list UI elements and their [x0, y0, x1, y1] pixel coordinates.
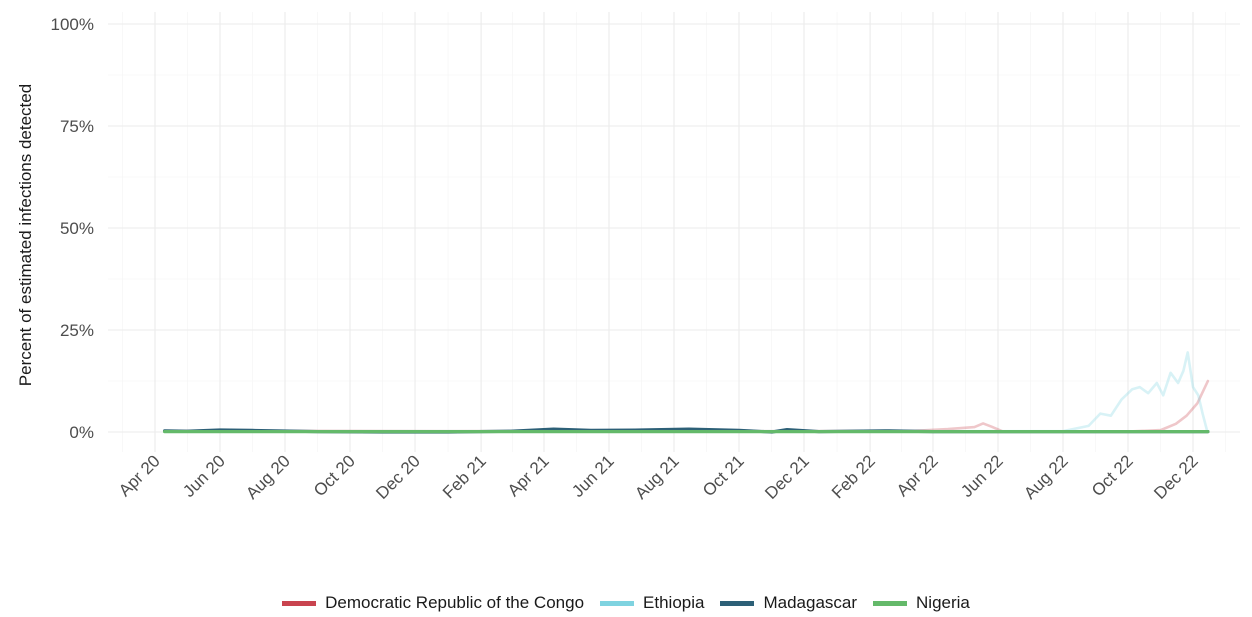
x-tick-label: Oct 20	[310, 451, 359, 500]
legend-key-swatch	[282, 600, 317, 606]
chart-legend: Democratic Republic of the Congo Ethiopia…	[0, 590, 1252, 616]
y-tick-label: 100%	[51, 15, 94, 34]
legend-key-swatch	[720, 600, 755, 606]
series-lines	[163, 351, 1210, 434]
legend-key-swatch	[600, 600, 635, 606]
legend-label: Democratic Republic of the Congo	[325, 593, 585, 612]
x-tick-label: Jun 22	[957, 451, 1007, 501]
legend-item: Nigeria	[873, 593, 970, 613]
series-line-democratic-republic-of-the-congo	[163, 379, 1210, 433]
legend-label: Ethiopia	[643, 593, 705, 612]
legend-key-swatch	[873, 600, 908, 606]
x-tick-label: Apr 22	[893, 451, 942, 500]
x-tick-label: Aug 21	[631, 451, 683, 503]
minor-gridlines	[108, 12, 1240, 452]
major-gridlines	[108, 12, 1240, 452]
y-axis: 0% 25% 50% 75% 100%	[51, 15, 94, 442]
x-tick-label: Feb 22	[828, 451, 879, 502]
x-axis: Apr 20 Jun 20 Aug 20 Oct 20 Dec 20 Feb 21 Apr …	[115, 451, 1202, 503]
y-tick-label: 75%	[60, 117, 94, 136]
x-tick-label: Feb 21	[439, 451, 490, 502]
legend-label: Nigeria	[916, 593, 970, 612]
x-tick-label: Apr 21	[504, 451, 553, 500]
y-tick-label: 25%	[60, 321, 94, 340]
x-tick-label: Aug 20	[242, 451, 294, 503]
y-tick-label: 50%	[60, 219, 94, 238]
x-tick-label: Apr 20	[115, 451, 164, 500]
x-tick-label: Oct 21	[699, 451, 748, 500]
x-tick-label: Jun 20	[179, 451, 229, 501]
x-tick-label: Jun 21	[568, 451, 618, 501]
legend-item: Ethiopia	[600, 593, 704, 613]
x-tick-label: Oct 22	[1088, 451, 1137, 500]
line-chart: 0% 25% 50% 75% 100% Apr 20 Jun 20 Aug 20 Oct 20…	[16, 12, 1240, 503]
y-axis-label: Percent of estimated infections detected	[16, 84, 35, 386]
x-tick-label: Dec 20	[372, 451, 424, 503]
x-tick-label: Aug 22	[1020, 451, 1072, 503]
y-tick-label: 0%	[69, 423, 94, 442]
x-tick-label: Dec 22	[1150, 451, 1202, 503]
series-line-ethiopia	[163, 351, 1209, 433]
legend-item: Madagascar	[720, 593, 857, 613]
legend-item: Democratic Republic of the Congo	[282, 593, 584, 613]
x-tick-label: Dec 21	[761, 451, 813, 503]
legend-label: Madagascar	[763, 593, 858, 612]
